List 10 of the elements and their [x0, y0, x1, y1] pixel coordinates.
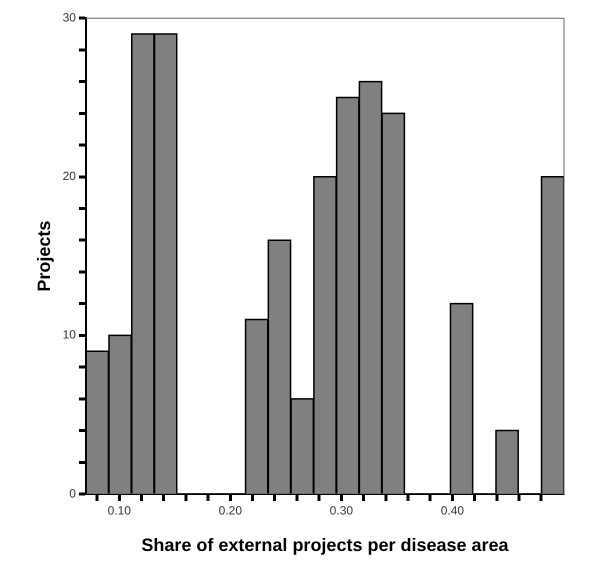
x-tick-label: 0.40 — [440, 504, 464, 518]
y-tick-label: 10 — [62, 328, 76, 342]
y-tick-label: 30 — [62, 10, 76, 25]
x-tick-label: 0.10 — [108, 504, 132, 518]
x-axis-title: Share of external projects per disease area — [141, 535, 510, 556]
y-tick-label: 20 — [62, 169, 76, 184]
x-tick-label: 0.30 — [330, 504, 354, 518]
y-tick-label: 0 — [69, 486, 76, 500]
x-tick-label: 0.20 — [218, 504, 242, 518]
y-axis-title: Projects — [34, 220, 54, 292]
